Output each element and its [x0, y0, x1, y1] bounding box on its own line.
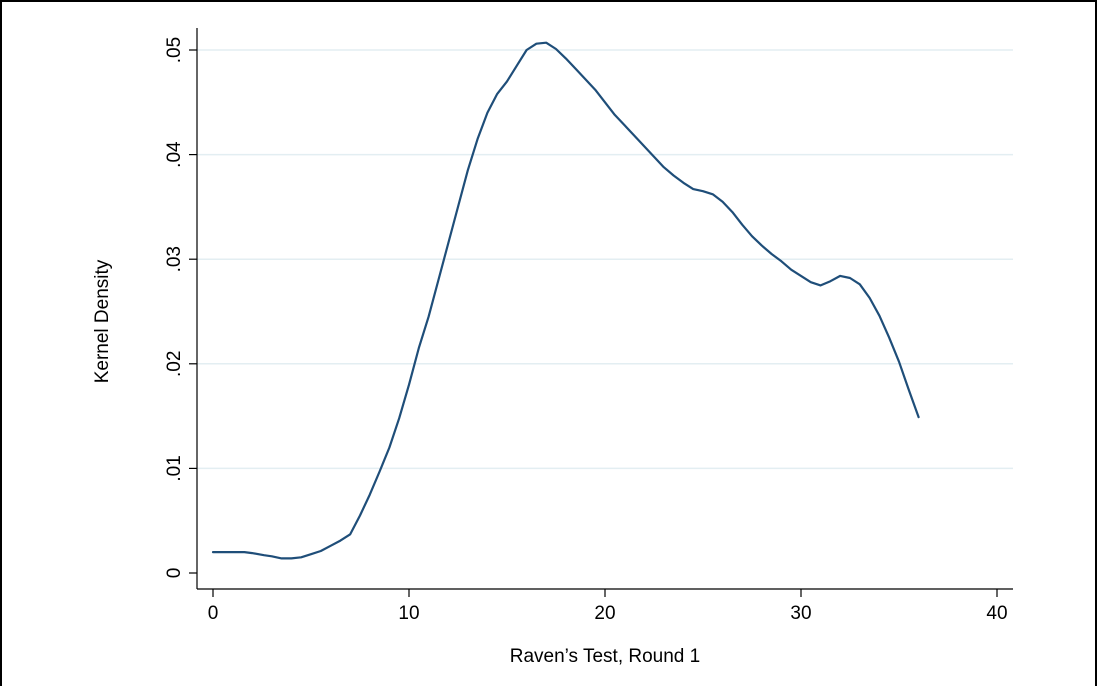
- labels: 0 10 20 30 40 0 .01 .02 .03 .04 .05 Raven’s Test, R…: [92, 37, 1008, 667]
- y-tick-label-0: 0: [164, 568, 185, 579]
- gridlines: [197, 49, 1013, 470]
- y-tick-label-1: .01: [164, 455, 185, 481]
- axes: [189, 28, 1013, 597]
- x-tick-label-1: 10: [398, 603, 419, 624]
- y-tick-label-5: .05: [164, 37, 185, 63]
- y-tick-label-2: .02: [164, 351, 185, 377]
- x-tick-label-2: 20: [594, 603, 615, 624]
- x-tick-label-0: 0: [208, 603, 219, 624]
- y-tick-label-3: .03: [164, 246, 185, 272]
- y-axis-title: Kernel Density: [92, 259, 113, 383]
- series-layer: [211, 41, 920, 560]
- x-tick-label-4: 40: [986, 603, 1007, 624]
- x-tick-label-3: 30: [790, 603, 811, 624]
- y-tick-label-4: .04: [164, 141, 185, 168]
- x-axis-title: Raven’s Test, Round 1: [510, 646, 700, 667]
- density-line-series-0: [211, 41, 920, 560]
